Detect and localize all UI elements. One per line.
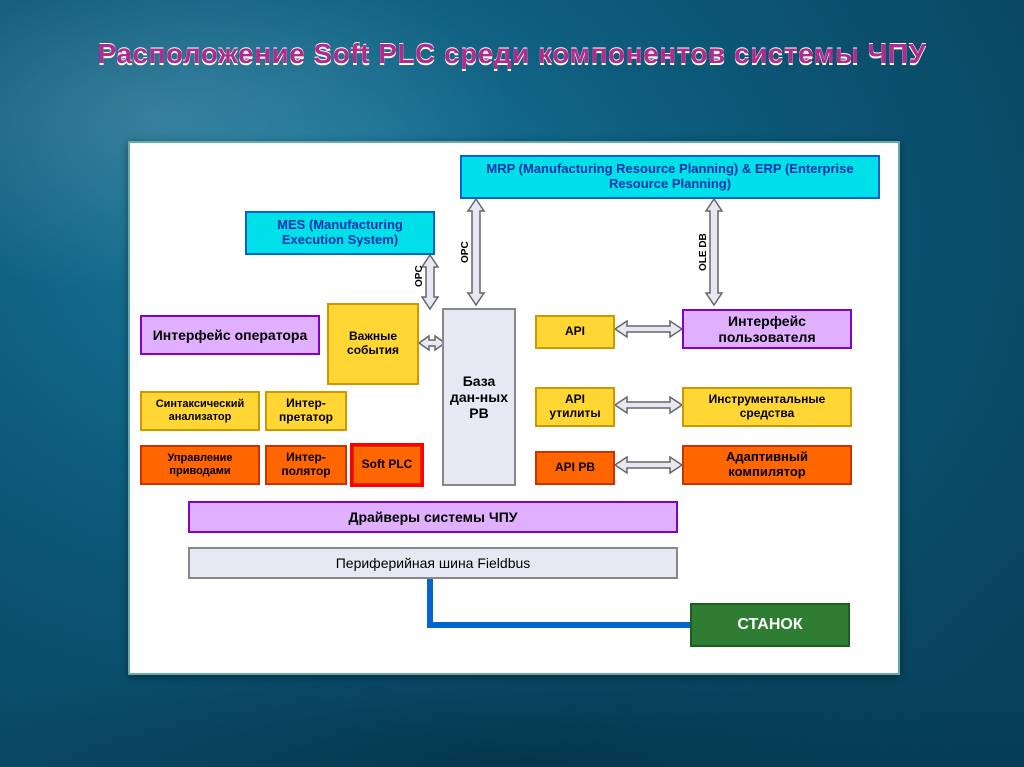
- box-operator-interface: Интерфейс оператора: [140, 315, 320, 355]
- box-adaptive-compiler: Адаптивный компилятор: [682, 445, 852, 485]
- arrow-apiu-tools: [615, 397, 682, 413]
- slide-title: Расположение Soft PLC среди компонентов …: [0, 0, 1024, 81]
- box-user-interface: Интерфейс пользователя: [682, 309, 852, 349]
- box-stanok: СТАНОК: [690, 603, 850, 647]
- fieldbus-to-stanok-line: [430, 579, 690, 625]
- box-database: База дан-ных РВ: [442, 308, 516, 486]
- box-mrp: MRP (Manufacturing Resource Planning) & …: [460, 155, 880, 199]
- box-interp: Интер-претатор: [265, 391, 347, 431]
- box-syntax: Синтаксический анализатор: [140, 391, 260, 431]
- box-interpolator: Интер-полятор: [265, 445, 347, 485]
- box-api-rv: API РВ: [535, 451, 615, 485]
- box-soft-plc: Soft PLC: [352, 445, 422, 485]
- box-fieldbus: Периферийная шина Fieldbus: [188, 547, 678, 579]
- box-drive-ctrl: Управление приводами: [140, 445, 260, 485]
- box-events: Важные события: [327, 303, 419, 385]
- svg-text:OPC: OPC: [414, 265, 425, 287]
- box-api: API: [535, 315, 615, 349]
- svg-text:OPC: OPC: [460, 241, 471, 263]
- box-cnc-drivers: Драйверы системы ЧПУ: [188, 501, 678, 533]
- arrow-opc1: OPC: [414, 255, 438, 309]
- arrow-api-usr: [615, 321, 682, 337]
- box-tools: Инструментальные средства: [682, 387, 852, 427]
- box-api-util: API утилиты: [535, 387, 615, 427]
- box-mes: MES (Manufacturing Execution System): [245, 211, 435, 255]
- arrow-apirv-acomp: [615, 457, 682, 473]
- svg-text:OLE DB: OLE DB: [698, 233, 709, 271]
- arrow-opc2: OPC: [460, 199, 484, 305]
- diagram-panel: OPC OPC OLE DB MRP (Manufacturing Resour…: [128, 141, 900, 675]
- arrow-oledb: OLE DB: [698, 199, 722, 305]
